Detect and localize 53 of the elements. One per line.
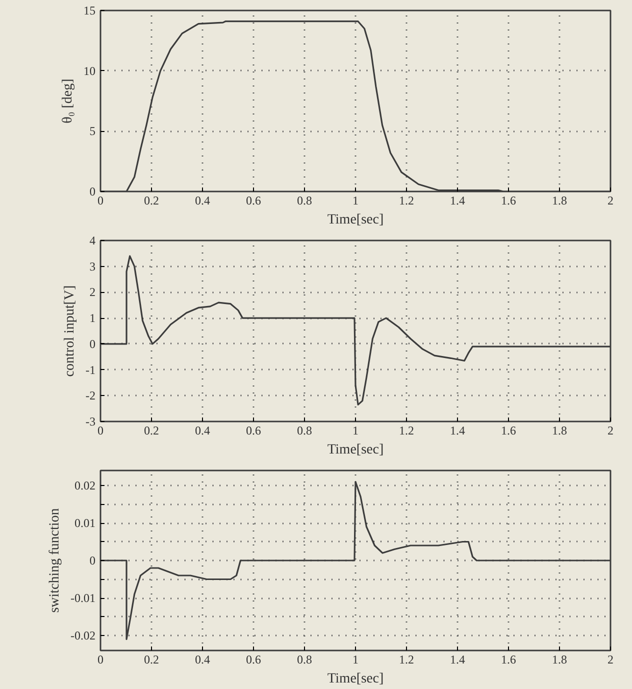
x-tick-label: 1 [352, 424, 358, 438]
x-tick-label: 2 [608, 424, 614, 438]
x-tick-label: 0.2 [144, 652, 159, 666]
x-axis-title: Time[sec] [327, 672, 384, 686]
y-tick-label: 0 [90, 184, 96, 198]
x-tick-label: 1.4 [450, 194, 465, 208]
y-tick-label: -2 [86, 388, 96, 403]
x-tick-label: 0.8 [297, 424, 312, 438]
x-tick-label: 0.4 [195, 194, 210, 208]
x-axis-title: Time[sec] [327, 442, 384, 458]
y-tick-label: 10 [84, 64, 96, 78]
x-tick-label: 0.4 [195, 652, 210, 666]
x-tick-label: 0.2 [144, 424, 159, 438]
x-tick-label: 1.8 [552, 652, 567, 666]
y-tick-label: 0.02 [74, 478, 96, 492]
x-tick-label: 0.2 [144, 194, 159, 208]
y-tick-label: 0 [90, 554, 96, 568]
y-axis-title: switching function [48, 508, 63, 613]
x-tick-label: 0.8 [297, 194, 312, 208]
x-tick-label: 1.4 [450, 652, 465, 666]
x-tick-label: 0.4 [195, 424, 210, 438]
y-tick-label: -0.02 [70, 628, 96, 642]
x-tick-label: 0.8 [297, 652, 312, 666]
x-tick-label: 1.6 [501, 424, 516, 438]
x-tick-label: 1.2 [399, 194, 414, 208]
x-tick-label: 1.2 [399, 424, 414, 438]
y-tick-label: 4 [90, 234, 96, 248]
x-tick-label: 2 [608, 194, 614, 208]
x-axis-title: Time[sec] [327, 212, 384, 228]
y-tick-label: 0 [90, 336, 96, 351]
x-tick-label: 1.2 [399, 652, 414, 666]
y-tick-label: -3 [86, 414, 96, 428]
x-tick-label: 1.8 [552, 194, 567, 208]
x-tick-label: 1 [352, 652, 358, 666]
y-tick-label: 0.01 [74, 516, 96, 530]
x-tick-label: 0.6 [246, 424, 261, 438]
x-tick-label: 2 [608, 652, 614, 666]
y-tick-label: 15 [84, 4, 96, 18]
x-tick-label: 1.6 [501, 194, 516, 208]
y-axis-title: control input[V] [62, 285, 78, 377]
y-tick-label: -0.01 [70, 591, 96, 605]
x-tick-label: 1 [352, 194, 358, 208]
y-tick-label: -1 [86, 362, 96, 377]
x-tick-label: 1.8 [552, 424, 567, 438]
x-tick-label: 1.4 [450, 424, 465, 438]
x-tick-label: 0.6 [246, 652, 261, 666]
y-tick-label: 2 [90, 285, 96, 300]
x-tick-label: 1.6 [501, 652, 516, 666]
y-axis-title: θ₀ [deg] [60, 78, 76, 124]
y-tick-label: 3 [90, 259, 96, 274]
y-tick-label: 5 [90, 124, 96, 138]
y-tick-label: 1 [90, 311, 96, 326]
x-tick-label: 0.6 [246, 194, 261, 208]
